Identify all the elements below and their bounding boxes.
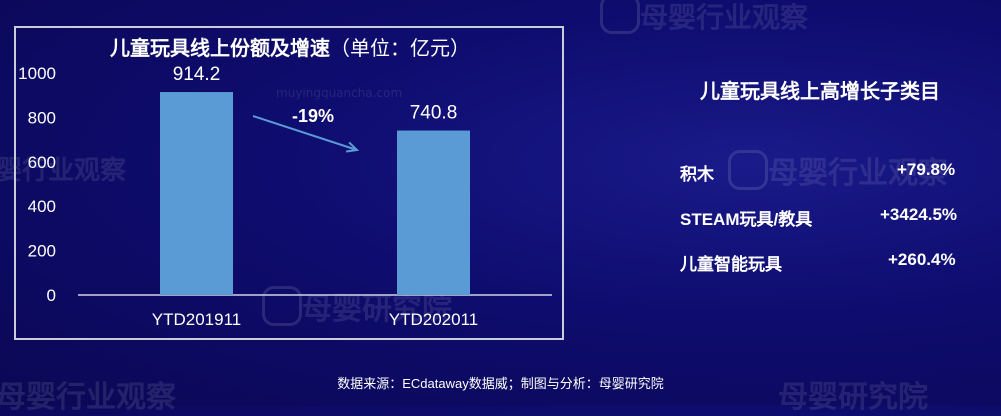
watermark-text: 母婴行业观察: [768, 156, 948, 191]
bar-chart: 0 200 400 600 800 1000 914.2 YTD201911 740.8 YTD2…: [18, 64, 552, 329]
watermark-site-text: muyingquancha.com: [276, 86, 403, 100]
y-tick-label: 600: [28, 153, 56, 172]
subcategory-name: 儿童智能玩具: [680, 255, 782, 274]
y-tick-label: 200: [28, 242, 56, 261]
watermark-logo-icon: [600, 0, 640, 34]
chart-title-text: 儿童玩具线上份额及增速: [110, 38, 330, 60]
y-tick-label: 800: [28, 108, 56, 127]
subcategory-growth: +260.4%: [888, 250, 956, 269]
trend-arrow-icon: [345, 141, 360, 153]
subcategory-name: 积木: [680, 165, 714, 184]
subcategory-title: 儿童玩具线上高增长子类目: [700, 81, 940, 103]
x-tick-label: YTD201911: [152, 310, 241, 329]
x-tick-label: YTD202011: [389, 310, 478, 329]
data-label: 914.2: [173, 64, 221, 85]
watermark-text: 母婴研究院: [302, 292, 452, 327]
source-footer: 数据来源：ECdataway数据威；制图与分析：母婴研究院: [337, 376, 664, 391]
subcategory-row: 积木 +79.8%: [680, 160, 980, 184]
trend-arrow-line: [252, 115, 358, 151]
y-tick-label: 400: [28, 197, 56, 216]
chart-unit: （单位：亿元）: [330, 38, 470, 60]
subcategory-row: STEAM玩具/教具 +3424.5%: [680, 205, 980, 229]
watermark-text: 母婴行业观察: [0, 156, 127, 186]
data-label: 740.8: [410, 103, 458, 124]
growth-annotation: -19%: [292, 106, 335, 126]
watermark-text: 母婴行业观察: [640, 1, 809, 34]
watermark-logo-icon: [262, 286, 302, 326]
watermark-logo-icon: [728, 150, 768, 190]
chart-panel: [14, 26, 564, 340]
subcategory-growth: +3424.5%: [880, 205, 958, 224]
y-tick-label: 0: [47, 286, 56, 305]
chart-title: 儿童玩具线上份额及增速（单位：亿元）: [110, 32, 470, 61]
y-tick-label: 1000: [18, 64, 56, 83]
subcategory-row: 儿童智能玩具 +260.4%: [680, 250, 980, 274]
subcategory-growth: +79.8%: [897, 160, 956, 179]
subcategory-name: STEAM玩具/教具: [680, 210, 813, 229]
bar: [160, 92, 233, 295]
subcategory-list: 积木 +79.8% STEAM玩具/教具 +3424.5% 儿童智能玩具 +26…: [680, 160, 980, 295]
bar: [397, 130, 470, 295]
